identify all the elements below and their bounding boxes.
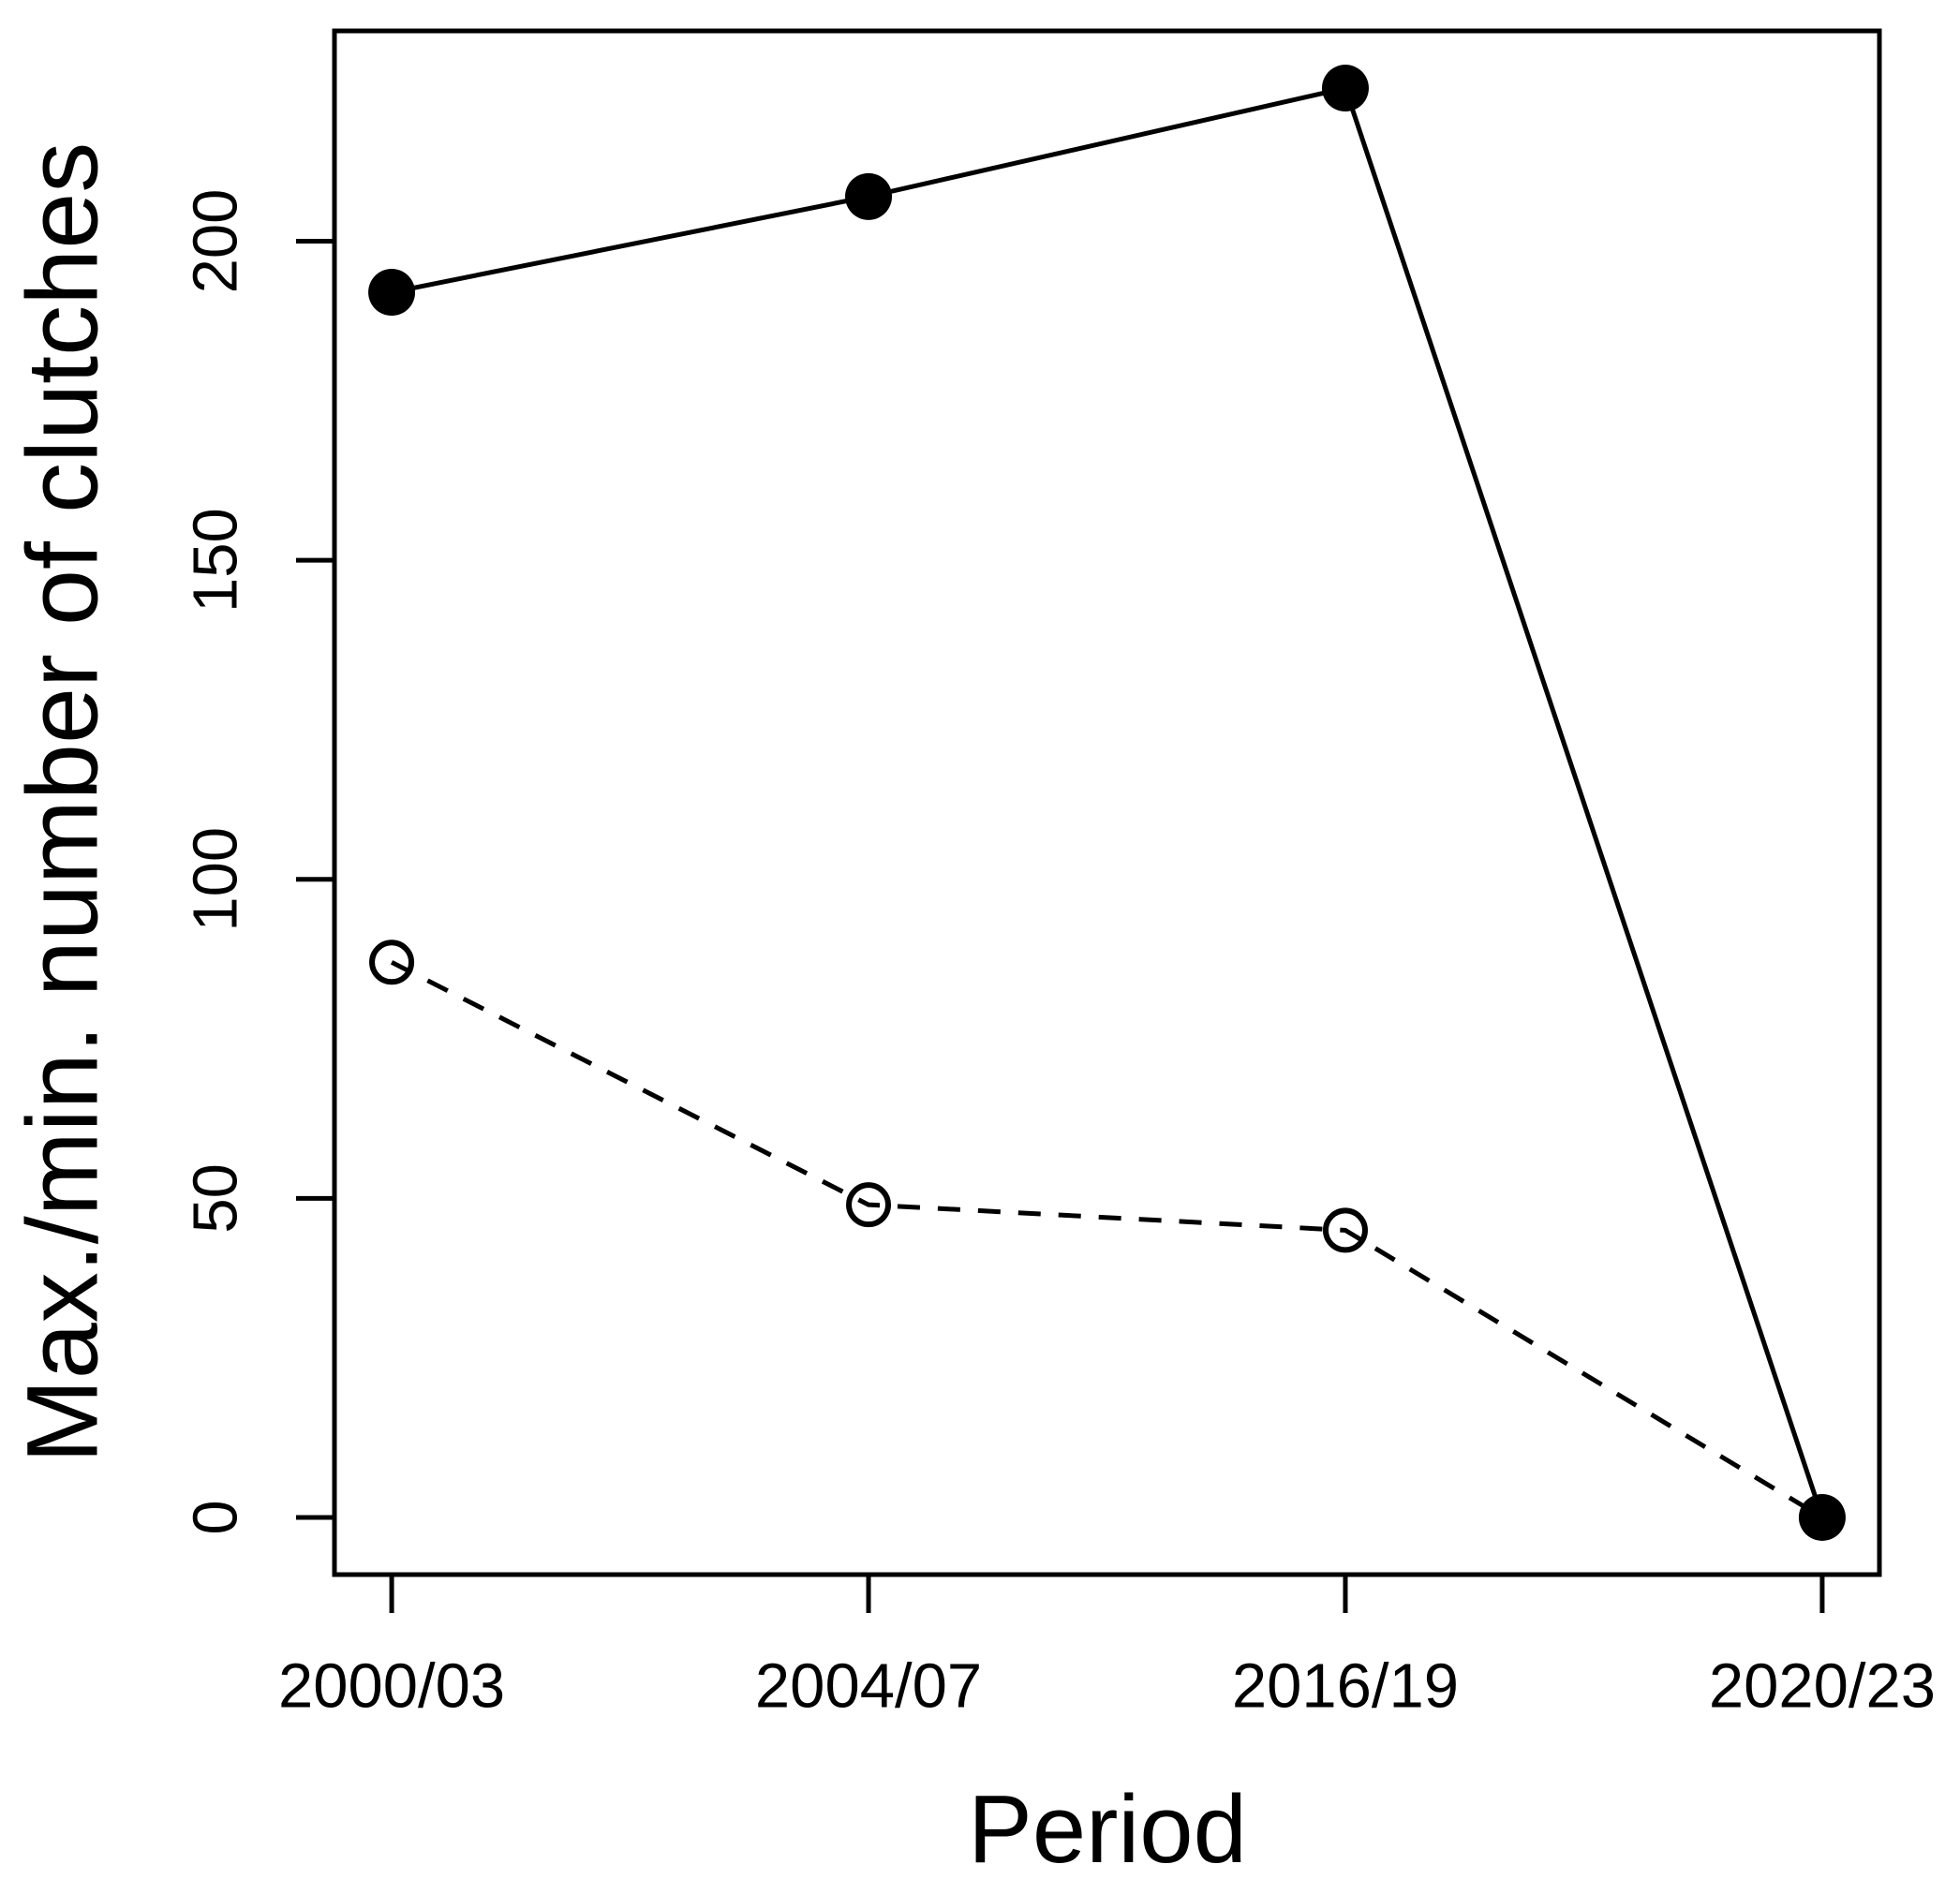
x-axis-tick-label: 2000/03 [278,1651,505,1722]
plot-box [332,28,1882,1577]
max-series-line [391,85,1825,1518]
y-axis-tick-label: 100 [181,827,251,932]
min-series-point-2004/07 [846,1182,892,1228]
y-axis-label: Max./min. number of clutches [5,141,119,1464]
y-axis-tick-label: 50 [181,1163,251,1234]
max-series-point-2020/23 [1798,1493,1846,1541]
max-series-point-2004/07 [845,172,893,220]
min-series-point-2016/19 [1322,1207,1368,1253]
y-axis-tick-label: 150 [181,508,251,613]
min-series-point-2000/03 [369,940,415,985]
max-series-point-2016/19 [1321,65,1369,112]
x-axis-label: Period [968,1775,1247,1883]
x-axis-tick-label: 2020/23 [1709,1651,1936,1722]
x-axis-tick-label: 2016/19 [1232,1651,1459,1722]
x-axis-tick-label: 2004/07 [755,1651,982,1722]
min-series-line [390,960,1824,1520]
y-axis-tick-label: 0 [181,1500,251,1534]
y-axis-tick-label: 200 [181,189,251,294]
max-series-point-2000/03 [368,269,416,317]
